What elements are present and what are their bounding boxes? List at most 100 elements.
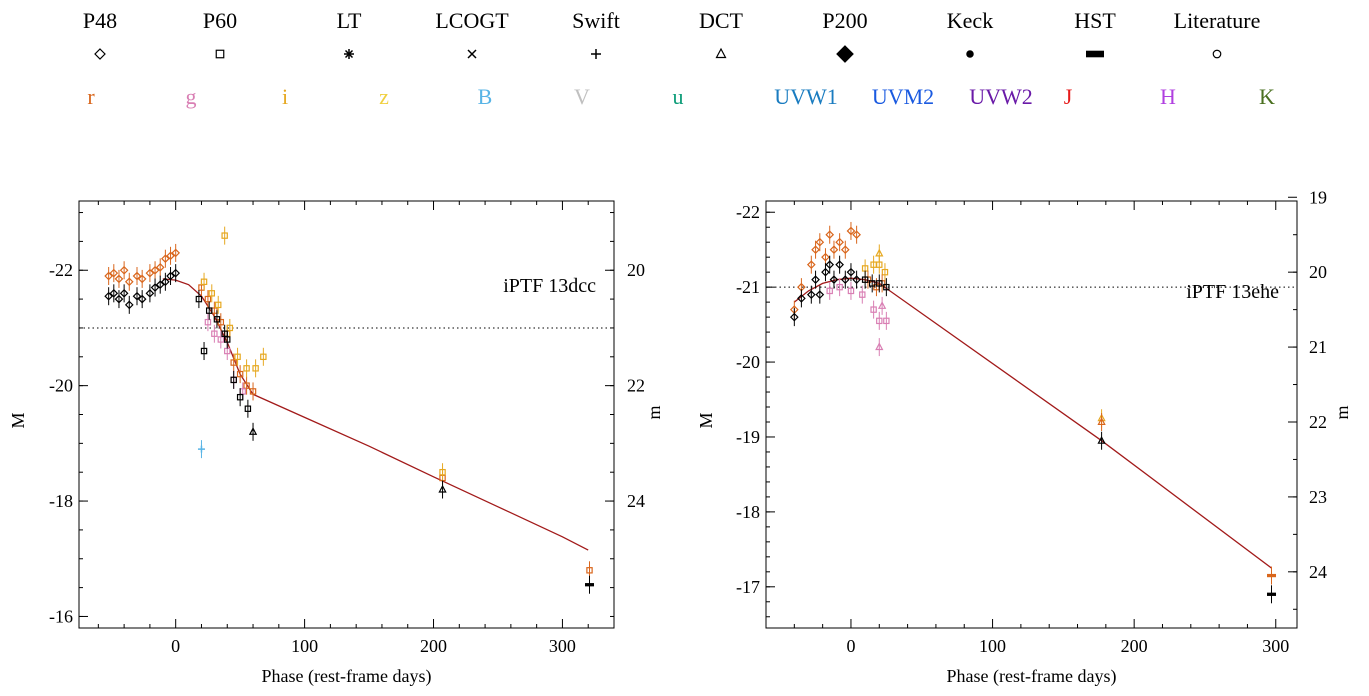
data-point-black xyxy=(825,260,835,270)
data-point-black xyxy=(145,288,155,298)
data-point-i xyxy=(252,365,259,372)
object-label: iPTF 13ehe xyxy=(1186,281,1279,303)
data-point-r xyxy=(806,260,816,270)
data-point-r xyxy=(586,567,593,574)
y-tick-label: -22 xyxy=(736,202,760,222)
data-point-r xyxy=(840,245,850,255)
data-point-i xyxy=(221,232,228,239)
data-point-i xyxy=(215,301,222,309)
data-point-g xyxy=(211,330,218,337)
data-point-black xyxy=(137,294,147,304)
data-point-r xyxy=(171,248,181,258)
y-right-tick-label: 22 xyxy=(627,376,645,396)
x-tick-label: 100 xyxy=(979,636,1006,656)
data-point-r xyxy=(204,295,212,303)
data-point-black xyxy=(868,280,876,287)
data-point-r xyxy=(852,230,861,240)
data-point-r xyxy=(243,382,250,389)
x-axis-label: Phase (rest-frame days) xyxy=(262,666,432,687)
legend-filter-uvw2: UVW2 xyxy=(969,84,1033,109)
x-tick-label: 200 xyxy=(1121,636,1148,656)
data-point-black xyxy=(236,393,244,401)
legend-filter-j: J xyxy=(1064,84,1073,109)
y-right-tick-label: 19 xyxy=(1309,187,1327,207)
y-tick-label: -18 xyxy=(736,502,760,522)
data-point-r xyxy=(829,245,839,255)
x-tick-label: 0 xyxy=(846,636,855,656)
data-point-r xyxy=(119,265,129,275)
legend-filter-uvm2: UVM2 xyxy=(872,84,934,109)
data-point-black xyxy=(789,312,799,322)
legend-filter-k: K xyxy=(1259,84,1275,109)
y-tick-label: -20 xyxy=(736,352,760,372)
data-point-i xyxy=(234,353,241,361)
data-point-i xyxy=(439,468,446,476)
legend-marker-lcogt xyxy=(467,49,477,59)
y-right-tick-label: 22 xyxy=(1309,412,1327,432)
data-point-g xyxy=(876,317,883,325)
model-curve xyxy=(793,277,1272,569)
legend-marker-swift xyxy=(591,49,601,59)
legend-telescope-keck: Keck xyxy=(947,8,993,33)
plot-frame xyxy=(765,200,1298,629)
data-point-black xyxy=(829,275,839,285)
data-point-black xyxy=(205,307,213,314)
data-point-black xyxy=(852,275,861,285)
data-point-r xyxy=(132,271,142,281)
x-tick-label: 0 xyxy=(171,636,180,656)
data-point-r xyxy=(124,277,134,287)
data-point-black xyxy=(155,280,165,290)
data-point-black xyxy=(248,427,258,435)
legend-marker-p60 xyxy=(215,49,225,59)
data-point-black xyxy=(104,291,113,301)
legend-telescope-lt: LT xyxy=(337,8,362,33)
y-right-tick-label: 20 xyxy=(1309,262,1327,282)
legend-marker-lt xyxy=(344,49,354,59)
legend-filter-h: H xyxy=(1160,84,1176,109)
data-point-black xyxy=(811,275,820,285)
data-point-g xyxy=(870,306,877,313)
data-point-r xyxy=(815,237,825,247)
data-point-r xyxy=(145,268,155,278)
y-tick-label: -21 xyxy=(736,277,760,297)
model-curve xyxy=(162,278,589,551)
legend-filter-uvw1: UVW1 xyxy=(774,84,838,109)
data-point-black xyxy=(861,276,869,283)
data-point-g xyxy=(836,283,843,291)
legend-marker-hst xyxy=(1086,50,1104,58)
data-point-r xyxy=(161,254,170,264)
panel-iptf13ehe: 0 100 200 300 -22 -21 -20 -19 -18 -17 19 20 21 22 23 24… xyxy=(696,187,1352,687)
data-point-g xyxy=(217,336,225,343)
legend-filter-u: u xyxy=(673,84,684,109)
data-point-r xyxy=(230,359,237,366)
data-point-black xyxy=(840,275,850,285)
legend-telescope-p48: P48 xyxy=(83,8,117,33)
y-right-tick-label: 24 xyxy=(1309,562,1327,582)
data-point-g xyxy=(204,318,212,326)
data-point-black xyxy=(821,267,830,277)
data-point-black xyxy=(230,376,237,384)
data-point-r xyxy=(104,271,113,281)
legend-marker-dct xyxy=(715,47,727,59)
legend-telescope-hst: HST xyxy=(1074,8,1116,33)
data-point-black xyxy=(1267,592,1277,596)
y-axis-label: M xyxy=(696,412,716,428)
legend-telescope-literature: Literature xyxy=(1174,8,1261,33)
x-tick-label: 300 xyxy=(1262,636,1289,656)
data-point-i xyxy=(875,248,884,257)
data-point-r xyxy=(150,265,160,275)
data-point-black xyxy=(1097,435,1106,444)
data-point-g xyxy=(875,342,884,351)
legend-marker-literature xyxy=(1212,49,1222,59)
y-tick-label: -17 xyxy=(736,577,760,597)
y-tick-label: -20 xyxy=(49,376,73,396)
data-point-black xyxy=(213,316,221,323)
data-point-r xyxy=(155,263,165,272)
data-point-i xyxy=(200,278,208,286)
data-point-black xyxy=(200,347,208,355)
data-point-g xyxy=(883,317,890,325)
legend-telescope-p200: P200 xyxy=(822,8,867,33)
data-point-g xyxy=(859,291,866,298)
legend-telescope-lcogt: LCOGT xyxy=(435,8,509,33)
data-point-r xyxy=(114,274,124,284)
